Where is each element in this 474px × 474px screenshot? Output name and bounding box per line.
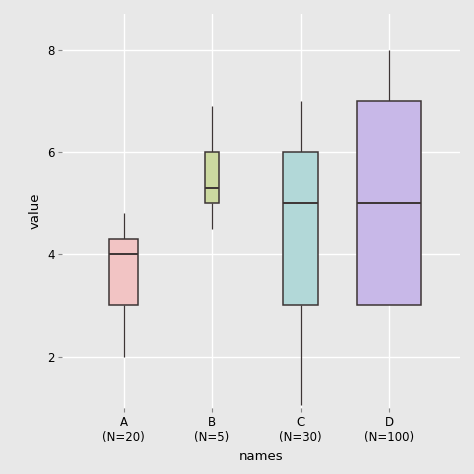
Bar — [205, 152, 219, 203]
Y-axis label: value: value — [28, 192, 42, 229]
Bar — [109, 239, 138, 305]
Bar — [283, 152, 318, 305]
X-axis label: names: names — [238, 449, 283, 463]
Bar — [357, 101, 421, 305]
